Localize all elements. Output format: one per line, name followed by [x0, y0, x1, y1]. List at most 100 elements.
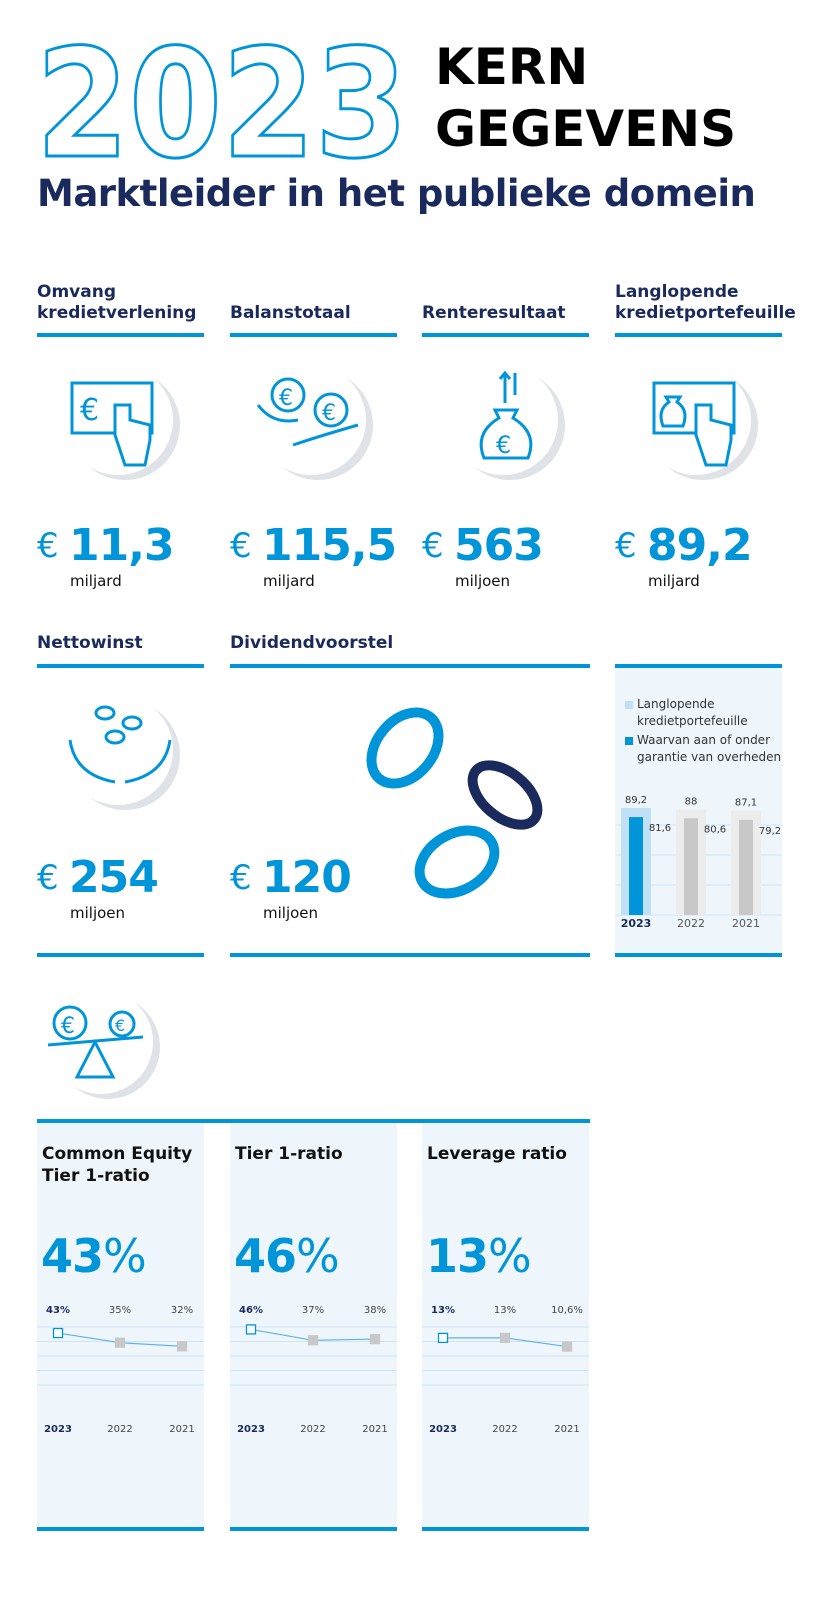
icon-coins — [366, 707, 543, 899]
value-label: 32% — [171, 1305, 193, 1316]
headline-value: 13 — [426, 1229, 489, 1283]
kpi-currency: € — [422, 526, 444, 566]
marker — [369, 1333, 381, 1345]
headline-value: 43 — [41, 1229, 104, 1283]
value-label: 38% — [364, 1305, 386, 1316]
chart-title: Common Equity Tier 1-ratio — [42, 1144, 193, 1186]
rule — [230, 333, 397, 337]
marker — [437, 1332, 449, 1344]
rule — [422, 333, 589, 337]
marker — [499, 1332, 511, 1344]
x-tick-label: 2021 — [732, 917, 760, 930]
headline-unit: % — [296, 1229, 340, 1283]
value-label: 87,1 — [735, 797, 757, 808]
kpi-unit: miljard — [648, 572, 700, 590]
kpi-value: 120 — [262, 852, 352, 903]
rule — [422, 1527, 589, 1531]
x-tick-label: 2022 — [677, 917, 705, 930]
marker — [52, 1327, 64, 1339]
x-tick-label: 2021 — [362, 1424, 387, 1435]
kpi-currency: € — [230, 858, 252, 898]
x-tick-label: 2021 — [554, 1424, 579, 1435]
rule — [230, 1527, 397, 1531]
kpi-label: Langlopende kredietportefeuille — [615, 274, 796, 324]
value-label: 43% — [46, 1305, 70, 1316]
icon-ratio: € € — [47, 990, 160, 1099]
value-label: 89,2 — [625, 795, 647, 806]
marker — [245, 1324, 257, 1335]
x-tick-label: 2021 — [169, 1424, 194, 1435]
kpi-label: Dividendvoorstel — [230, 604, 405, 654]
headline-value: 46 — [234, 1229, 297, 1283]
legend-swatch — [625, 701, 633, 709]
headline-unit: % — [103, 1229, 147, 1283]
year: 2023 — [36, 30, 408, 170]
headline: 43% — [41, 1229, 147, 1283]
x-tick-label: 2023 — [621, 917, 652, 930]
kpi-label-text: Renteresultaat — [422, 303, 566, 323]
headline-unit: % — [488, 1229, 532, 1283]
title: KERN GEGEVENS — [435, 36, 736, 160]
rule — [230, 953, 590, 957]
x-tick-label: 2023 — [237, 1424, 265, 1435]
chart-panel — [230, 1123, 397, 1527]
value-label: 79,2 — [759, 826, 781, 837]
kpi-label: Omvang kredietverlening — [37, 274, 212, 324]
kpi-label-text: Omvang kredietverlening — [37, 282, 197, 323]
legend-item: Langlopende kredietportefeuille — [625, 696, 787, 730]
svg-text:€: € — [279, 386, 293, 411]
svg-text:€: € — [496, 431, 511, 459]
kpi-label-text: Dividendvoorstel — [230, 633, 394, 653]
rule — [37, 1119, 590, 1123]
value-label: 88 — [685, 796, 698, 807]
kpi-currency: € — [615, 526, 637, 566]
marker — [307, 1335, 319, 1346]
kpi-unit: miljoen — [70, 904, 126, 922]
legend-swatch — [625, 737, 633, 745]
value-label: 46% — [239, 1305, 263, 1316]
title-line: KERN — [435, 38, 589, 96]
icon-balance: € € — [256, 365, 373, 480]
value-label: 10,6% — [551, 1305, 583, 1316]
kpi-value: 254 — [69, 852, 159, 903]
icon-portfolio — [641, 365, 758, 480]
value-label: 35% — [109, 1305, 131, 1316]
rule — [230, 664, 590, 668]
kpi-currency: € — [37, 526, 59, 566]
kpi-unit: miljard — [70, 572, 122, 590]
rule — [37, 333, 204, 337]
kpi-label-text: Balanstotaal — [230, 303, 351, 323]
rule — [615, 664, 782, 668]
kpi-label: Nettowinst — [37, 604, 212, 654]
rule — [615, 333, 782, 337]
rule — [37, 1527, 204, 1531]
icon-credit: € — [63, 365, 180, 480]
kpi-label-text: Nettowinst — [37, 633, 143, 653]
kpi-label: Balanstotaal — [230, 274, 405, 324]
marker — [114, 1337, 126, 1348]
bar-chart: 89,2 81,6 2023 88 80,6 2022 87,1 79,2 2021 — [615, 795, 782, 930]
bar — [629, 817, 643, 915]
icon-interest: € — [448, 365, 565, 480]
kpi-unit: miljoen — [455, 572, 511, 590]
icon-profit — [63, 695, 180, 810]
year-graphic: 2023 — [35, 30, 410, 170]
chart-title: Leverage ratio — [427, 1144, 567, 1164]
value-label: 81,6 — [649, 823, 671, 834]
legend-label: Langlopende kredietportefeuille — [637, 697, 748, 728]
line-chart: 13% 13% 10,6% 2023 2022 2021 — [422, 1305, 589, 1435]
kpi-value: 563 — [454, 520, 544, 571]
chart-title: Tier 1-ratio — [235, 1144, 343, 1164]
kpi-label: Renteresultaat — [422, 274, 597, 324]
kpi-value: 115,5 — [262, 520, 397, 571]
kpi-label-text: Langlopende kredietportefeuille — [615, 282, 796, 323]
title-line: GEGEVENS — [435, 100, 737, 158]
value-label: 13% — [494, 1305, 516, 1316]
rule — [615, 953, 782, 957]
x-tick-label: 2023 — [44, 1424, 72, 1435]
kpi-value: 11,3 — [69, 520, 175, 571]
kpi-currency: € — [37, 858, 59, 898]
legend-item: Waarvan aan of onder garantie van overhe… — [625, 732, 787, 766]
rule — [37, 664, 204, 668]
x-tick-label: 2022 — [300, 1424, 325, 1435]
